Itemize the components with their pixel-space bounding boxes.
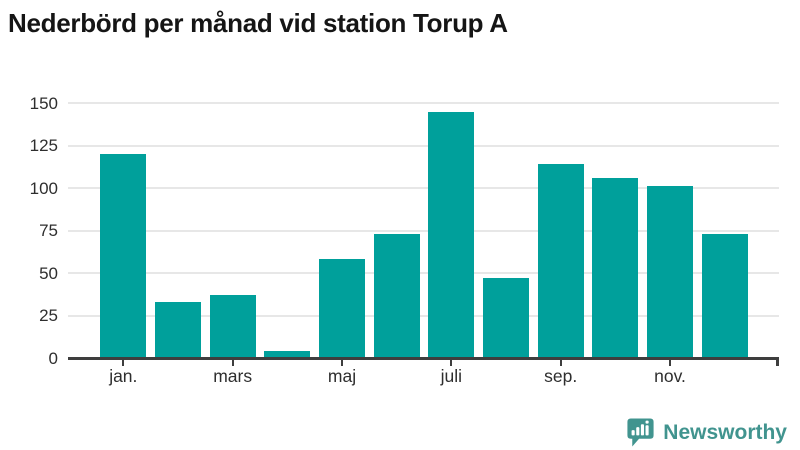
x-axis-tick <box>122 359 125 366</box>
y-axis-tick-label: 50 <box>39 263 58 283</box>
bar <box>701 233 748 358</box>
bar <box>373 233 420 358</box>
y-axis-tick-label: 150 <box>29 93 58 113</box>
x-axis-tick-label: maj <box>327 366 357 386</box>
y-axis-tick-label: 25 <box>39 306 58 325</box>
x-axis-tick-label: mars <box>213 366 253 386</box>
newsworthy-bar-chart-speech-bubble-icon <box>627 418 654 447</box>
bar <box>264 351 311 358</box>
bar <box>483 278 529 358</box>
newsworthy-wordmark: Newsworthy <box>663 420 787 444</box>
x-axis-tick <box>669 359 671 366</box>
x-axis-tick <box>341 359 343 366</box>
x-axis-tick <box>450 359 453 366</box>
bar <box>155 301 201 358</box>
x-axis-line <box>68 356 779 360</box>
bar <box>100 154 147 358</box>
bar <box>647 186 693 358</box>
x-axis-tick <box>559 359 562 366</box>
bar <box>319 259 365 358</box>
bar <box>428 111 475 358</box>
x-axis-endcap <box>776 356 779 366</box>
x-axis-tick-label: nov. <box>654 366 686 386</box>
y-axis-tick-label: 100 <box>29 178 58 198</box>
newsworthy-logo: Newsworthy <box>625 417 787 448</box>
x-axis-tick-label: jan. <box>109 366 138 386</box>
x-axis-tick-label: juli <box>440 366 462 386</box>
chart-title: Nederbörd per månad vid station Torup A <box>8 8 508 38</box>
y-axis-tick-label: 125 <box>29 136 58 155</box>
gridline <box>68 144 779 147</box>
y-axis-tick-label: 0 <box>48 348 58 368</box>
gridline <box>68 187 779 189</box>
gridline <box>68 272 779 274</box>
x-axis-tick-label: sep. <box>544 366 578 386</box>
gridline <box>68 314 779 317</box>
y-axis-tick-label: 75 <box>39 221 58 240</box>
bar <box>592 177 639 358</box>
x-axis-tick <box>231 359 234 366</box>
bar <box>537 164 584 358</box>
gridline <box>68 102 779 104</box>
gridline <box>68 229 779 232</box>
bar <box>209 295 256 358</box>
